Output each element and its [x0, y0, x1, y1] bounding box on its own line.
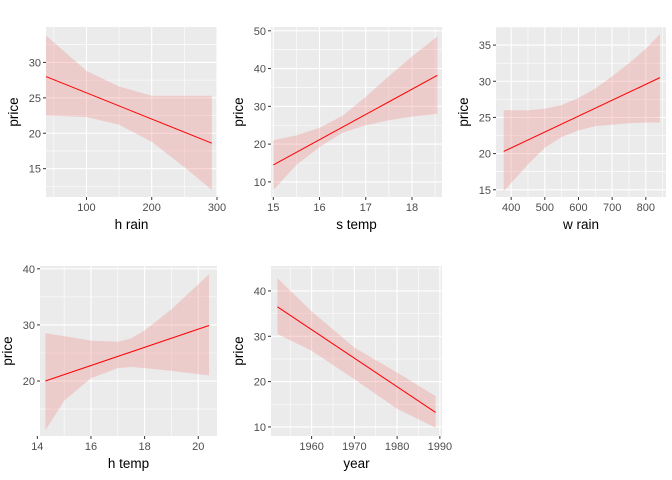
panel-background	[40, 266, 217, 436]
panel-background	[496, 27, 666, 197]
x-tick-label: 600	[569, 202, 587, 214]
x-axis-title: year	[343, 456, 370, 471]
fit-line	[277, 306, 436, 413]
x-tick-label: 100	[77, 202, 95, 214]
confidence-band	[46, 35, 212, 190]
x-tick-label: 16	[313, 202, 325, 214]
y-tick-label: 10	[254, 422, 266, 434]
fit-line	[503, 77, 661, 152]
y-tick-label: 20	[254, 139, 266, 151]
x-tick-label: 400	[502, 202, 520, 214]
panel-background	[271, 27, 442, 197]
fit-line	[45, 76, 212, 144]
chart-panel-2: 15 16 17 18 10 20 30 40 50 s temp price	[231, 26, 442, 232]
x-tick-label: 20	[192, 441, 204, 453]
y-tick-label: 20	[479, 149, 491, 161]
x-tick-label: 15	[267, 202, 279, 214]
x-tick-label: 1990	[428, 441, 452, 453]
chart-panel-3: 400 500 600 700 800 15 20 25 30 35 w rain price	[456, 26, 666, 232]
y-tick-label: 30	[254, 101, 266, 113]
y-tick-label: 30	[254, 331, 266, 343]
x-tick-label: 700	[603, 202, 621, 214]
y-tick-label: 25	[479, 112, 491, 124]
x-axis-title: h temp	[108, 456, 149, 471]
x-tick-label: 17	[360, 202, 372, 214]
confidence-band	[273, 36, 438, 191]
x-tick-label: 1970	[342, 441, 366, 453]
x-tick-label: 1960	[299, 441, 323, 453]
y-axis-title: price	[456, 97, 471, 126]
confidence-band	[45, 274, 210, 431]
y-tick-label: 30	[479, 76, 491, 88]
x-tick-label: 18	[406, 202, 418, 214]
y-axis-title: price	[0, 336, 15, 365]
y-axis-title: price	[231, 336, 246, 365]
y-tick-label: 20	[23, 376, 35, 388]
y-tick-label: 10	[254, 177, 266, 189]
y-tick-label: 20	[254, 377, 266, 389]
confidence-band	[503, 34, 660, 192]
x-tick-label: 14	[31, 441, 43, 453]
fit-line	[45, 324, 210, 382]
x-tick-label: 1980	[385, 441, 409, 453]
y-tick-label: 35	[479, 40, 491, 52]
y-tick-label: 30	[29, 57, 41, 69]
chart-panel-5: 1960 1970 1980 1990 10 20 30 40 year price	[231, 266, 452, 471]
y-axis-title: price	[231, 97, 246, 126]
panel-background	[271, 266, 442, 436]
y-tick-label: 25	[29, 93, 41, 105]
confidence-band	[277, 278, 436, 428]
y-tick-label: 40	[23, 264, 35, 276]
y-tick-label: 15	[29, 164, 41, 176]
y-axis-title: price	[6, 97, 21, 126]
fit-line	[273, 74, 438, 166]
x-tick-label: 18	[138, 441, 150, 453]
y-tick-label: 30	[23, 320, 35, 332]
y-tick-label: 40	[254, 286, 266, 298]
x-axis-title: w rain	[562, 217, 599, 232]
y-tick-label: 20	[29, 128, 41, 140]
panels: 100 200 300 15 20 25 30 h rain price 15 16 17 18 10 20…	[0, 26, 666, 471]
x-axis-title: h rain	[115, 217, 149, 232]
y-tick-label: 50	[254, 26, 266, 38]
x-tick-label: 300	[208, 202, 226, 214]
x-tick-label: 16	[85, 441, 97, 453]
x-axis-title: s temp	[336, 217, 377, 232]
x-tick-label: 200	[143, 202, 161, 214]
y-tick-label: 15	[479, 185, 491, 197]
x-tick-label: 500	[536, 202, 554, 214]
chart-panel-1: 100 200 300 15 20 25 30 h rain price	[6, 27, 226, 232]
chart-panel-4: 14 16 18 20 20 30 40 h temp price	[0, 264, 217, 471]
x-tick-label: 800	[637, 202, 655, 214]
y-tick-label: 40	[254, 64, 266, 76]
